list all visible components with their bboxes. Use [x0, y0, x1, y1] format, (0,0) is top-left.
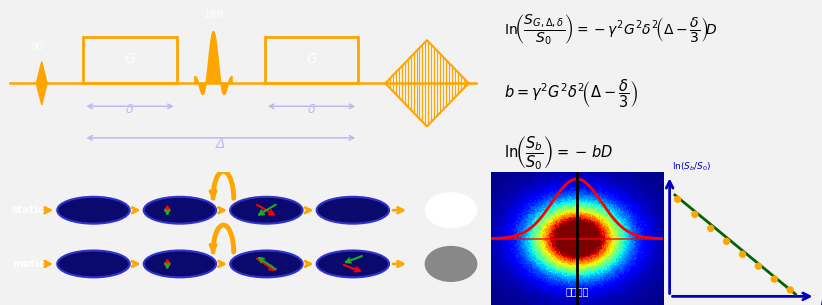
Point — [704, 226, 718, 231]
Ellipse shape — [144, 197, 216, 224]
Point — [736, 252, 749, 257]
Bar — [83, 37, 177, 83]
Point — [720, 239, 733, 244]
Circle shape — [425, 246, 477, 281]
Text: 90: 90 — [30, 42, 44, 52]
Ellipse shape — [316, 250, 389, 277]
Text: 高斯分布: 高斯分布 — [565, 286, 589, 296]
Ellipse shape — [230, 250, 302, 277]
Text: motion: motion — [12, 259, 53, 269]
Text: $b$: $b$ — [820, 297, 822, 305]
Text: $\mathrm{In}\!\left(\dfrac{S_b}{S_0}\right)=-\,bD$: $\mathrm{In}\!\left(\dfrac{S_b}{S_0}\rig… — [504, 135, 613, 172]
Text: $\mathrm{In}\!\left(\dfrac{S_{G,\Delta,\delta}}{S_0}\right)=-\gamma^2 G^2\delta^: $\mathrm{In}\!\left(\dfrac{S_{G,\Delta,\… — [504, 12, 718, 47]
Text: δ: δ — [307, 103, 316, 117]
Ellipse shape — [58, 197, 130, 224]
Text: 180: 180 — [204, 10, 224, 20]
Text: $\ln(S_b/S_0)$: $\ln(S_b/S_0)$ — [672, 161, 712, 174]
Text: G: G — [307, 52, 317, 66]
Point — [671, 197, 684, 202]
Point — [752, 264, 765, 269]
Point — [688, 212, 701, 217]
Point — [783, 287, 797, 292]
Text: Δ: Δ — [216, 137, 225, 151]
Ellipse shape — [316, 197, 389, 224]
Text: δ: δ — [127, 103, 134, 117]
Point — [768, 277, 781, 282]
Text: $b=\gamma^2 G^2\delta^2\!\left(\Delta-\dfrac{\delta}{3}\right)$: $b=\gamma^2 G^2\delta^2\!\left(\Delta-\d… — [504, 77, 638, 110]
Text: G: G — [125, 52, 136, 66]
Circle shape — [425, 193, 477, 228]
Ellipse shape — [230, 197, 302, 224]
Polygon shape — [36, 62, 47, 105]
Ellipse shape — [144, 250, 216, 277]
Ellipse shape — [58, 250, 130, 277]
Text: static: static — [12, 205, 45, 215]
Bar — [265, 37, 358, 83]
